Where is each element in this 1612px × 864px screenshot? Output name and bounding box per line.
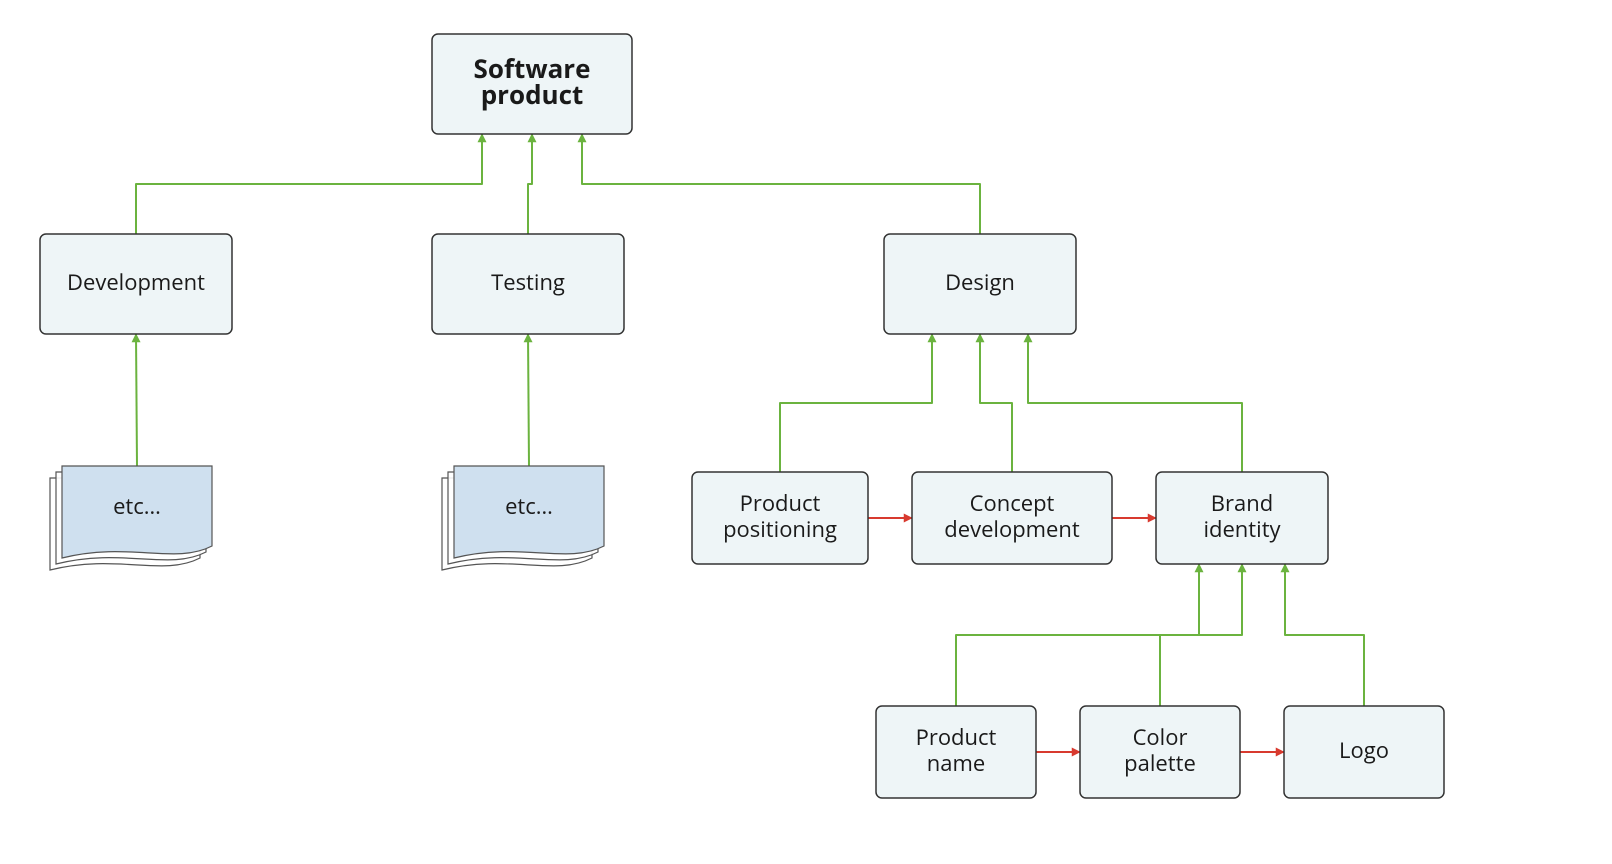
arrow-green	[136, 134, 482, 234]
node-concept: Conceptdevelopment	[912, 472, 1112, 564]
node-label: positioning	[723, 514, 837, 544]
node-label: palette	[1124, 748, 1196, 778]
node-label: Testing	[491, 267, 565, 297]
arrow-green	[780, 334, 932, 472]
doc-stack-label: etc…	[113, 491, 161, 521]
arrow-green	[528, 134, 532, 234]
node-label: Design	[945, 267, 1015, 297]
doc-stack-label: etc…	[505, 491, 553, 521]
node-label: development	[944, 514, 1080, 544]
node-palette: Colorpalette	[1080, 706, 1240, 798]
node-label: product	[481, 76, 584, 112]
node-dev: Development	[40, 234, 232, 334]
node-label: Development	[67, 267, 205, 297]
node-pname: Productname	[876, 706, 1036, 798]
node-design: Design	[884, 234, 1076, 334]
arrow-green	[582, 134, 980, 234]
node-label: name	[927, 748, 985, 778]
doc-stack: etc…	[442, 466, 604, 570]
arrow-green	[1160, 564, 1242, 706]
edges-layer	[136, 134, 1364, 752]
node-brand: Brandidentity	[1156, 472, 1328, 564]
node-label: Logo	[1339, 735, 1389, 765]
diagram-canvas: etc… etc… Softwareproduct Development Testin…	[0, 0, 1612, 864]
nodes-layer: etc… etc… Softwareproduct Development Testin…	[40, 34, 1444, 798]
node-logo: Logo	[1284, 706, 1444, 798]
arrow-green	[1028, 334, 1242, 472]
node-root: Softwareproduct	[432, 34, 632, 134]
arrow-green	[136, 334, 137, 466]
node-label: identity	[1203, 514, 1281, 544]
arrow-green	[980, 334, 1012, 472]
node-test: Testing	[432, 234, 624, 334]
doc-stack: etc…	[50, 466, 212, 570]
arrow-green	[528, 334, 529, 466]
arrow-green	[1285, 564, 1364, 706]
node-pos: Productpositioning	[692, 472, 868, 564]
